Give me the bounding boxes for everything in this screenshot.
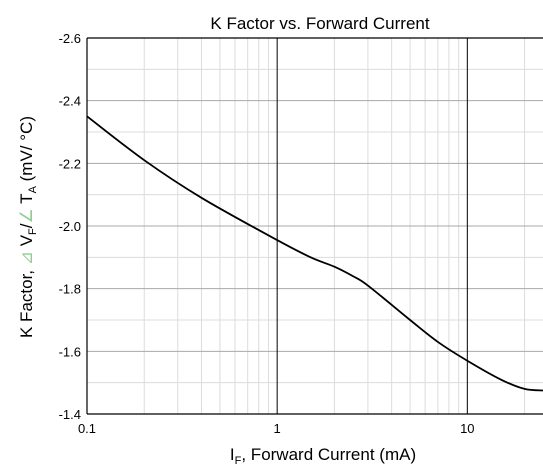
data-lines — [86, 115, 543, 392]
y-tick-label: -2.4 — [59, 94, 81, 109]
y-tick-label: -1.6 — [59, 344, 81, 359]
y-axis-label-prefix: K Factor, — [17, 265, 36, 338]
x-tick-label: 10 — [460, 421, 474, 436]
y-tick-label: -2.2 — [59, 156, 81, 171]
x-axis-label-rest: , Forward Current (mA) — [241, 445, 416, 464]
k-factor-series-line — [86, 115, 543, 392]
y-axis-label-t: T — [17, 193, 36, 208]
y-axis-label-slash: / — [17, 223, 36, 228]
major-grid — [87, 38, 543, 414]
x-axis-label: IF, Forward Current (mA) — [230, 445, 416, 466]
x-tick-labels: 0.1 1 10 — [78, 421, 475, 436]
y-axis-label-subscript1: F — [27, 228, 39, 235]
x-axis-label-subscript: F — [235, 455, 242, 466]
y-axis-label-delta1: ⊿ — [17, 251, 36, 265]
y-axis-label-v: V — [17, 234, 36, 251]
y-tick-label: -1.8 — [59, 282, 81, 297]
x-tick-label: 1 — [274, 421, 281, 436]
plot-frame — [86, 37, 543, 415]
chart-title: K Factor vs. Forward Current — [210, 14, 429, 33]
x-tick-label: 0.1 — [78, 421, 96, 436]
x-axis-label-prefix: I — [230, 445, 235, 464]
y-tick-label: -2.0 — [59, 219, 81, 234]
y-axis-label: K Factor, ⊿ VF/∠ TA (mV/ °C) — [17, 116, 39, 338]
y-tick-label: -2.6 — [59, 31, 81, 46]
y-axis-label-subscript2: A — [27, 185, 39, 193]
y-axis-label-delta2: ∠ — [17, 208, 36, 223]
y-axis-label-rest: (mV/ °C) — [17, 116, 36, 186]
y-tick-label: -1.4 — [59, 407, 81, 422]
y-tick-labels: -2.6 -2.4 -2.2 -2.0 -1.8 -1.6 -1.4 — [59, 31, 81, 422]
